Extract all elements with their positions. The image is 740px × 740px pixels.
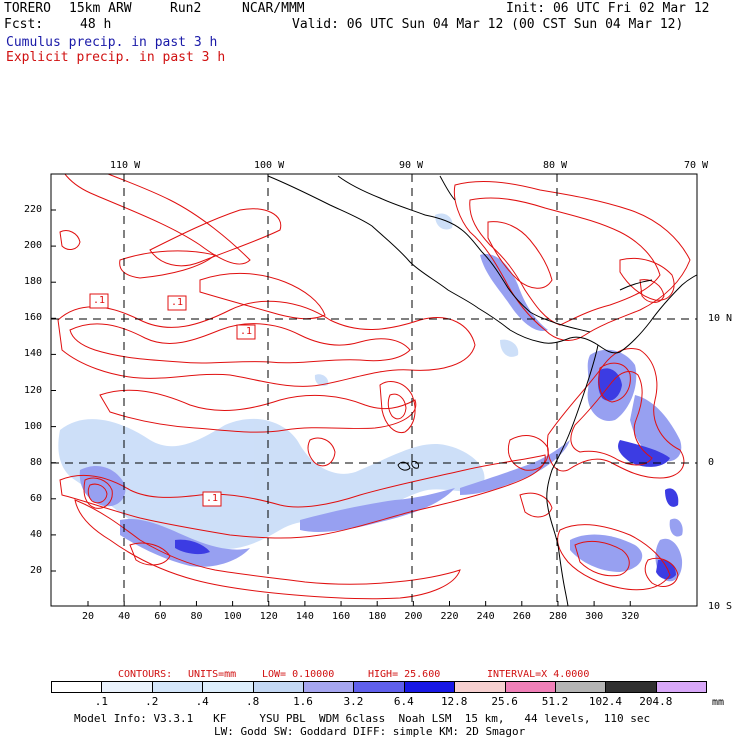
x-tick-label: 160	[332, 611, 351, 622]
colorbar-label: 3.2	[343, 695, 364, 708]
colorbar-swatch	[303, 681, 355, 693]
lon-label: 90 W	[399, 160, 424, 171]
contour-label: .1	[93, 295, 106, 306]
forecast-hour: 48 h	[80, 17, 112, 32]
colorbar-swatch	[101, 681, 153, 693]
colorbar-label: .8	[245, 695, 260, 708]
lon-label: 80 W	[543, 160, 568, 171]
x-tick-label: 100	[223, 611, 242, 622]
contour-label: .1	[206, 493, 219, 504]
lat-label: 10 N	[708, 313, 733, 324]
lon-label: 100 W	[254, 160, 285, 171]
y-tick-label: 140	[24, 348, 43, 360]
colorbar-label: 51.2	[541, 695, 569, 708]
colorbar-label: 6.4	[393, 695, 414, 708]
x-tick-label: 220	[440, 611, 459, 622]
y-tick-label: 220	[24, 204, 43, 215]
contours-low: LOW= 0.10000	[262, 669, 335, 680]
latlon-grid	[51, 174, 697, 606]
x-tick-label: 140	[295, 611, 314, 622]
cumulus-legend: Cumulus precip. in past 3 h	[6, 35, 218, 50]
y-tick-label: 100	[24, 420, 43, 432]
x-tick-label: 180	[368, 611, 387, 622]
colorbar-label: 204.8	[639, 695, 673, 708]
x-tick-label: 80	[190, 611, 203, 622]
y-tick-label: 80	[30, 456, 43, 468]
colorbar-swatch	[504, 681, 556, 693]
lon-label: 110 W	[110, 160, 141, 171]
colorbar-swatch	[403, 681, 456, 693]
contours-interval: INTERVAL=X 4.0000	[487, 669, 590, 680]
model-name: TORERO	[4, 1, 51, 16]
x-tick-label: 240	[476, 611, 495, 622]
colorbar-swatch	[202, 681, 254, 693]
x-tick-label: 280	[548, 611, 567, 622]
colorbar-label: 25.6	[491, 695, 518, 708]
colorbar-swatch	[151, 681, 204, 693]
y-tick-label: 60	[30, 492, 43, 504]
org-label: NCAR/MMM	[242, 1, 305, 16]
colorbar-unit: mm	[712, 697, 725, 708]
contour-label-boxes	[89, 293, 256, 507]
resolution-label: 15km ARW	[69, 1, 132, 16]
colorbar-swatch	[655, 681, 708, 693]
run-label: Run2	[170, 1, 202, 16]
colorbar-label: .1	[94, 695, 109, 708]
cumulus-precip-shading	[58, 213, 683, 582]
valid-time: Valid: 06 UTC Sun 04 Mar 12 (00 CST Sun …	[292, 17, 684, 32]
lat-label: 0	[708, 457, 715, 468]
y-tick-label: 40	[30, 528, 43, 540]
y-tick-label: 180	[24, 276, 43, 288]
lon-label: 70 W	[684, 160, 709, 171]
axis-ticks	[51, 209, 631, 606]
colorbar-swatch	[454, 681, 506, 693]
colorbar-swatch	[252, 681, 304, 693]
x-tick-label: 20	[82, 611, 95, 622]
init-time: Init: 06 UTC Fri 02 Mar 12	[506, 1, 710, 16]
y-tick-label: 20	[30, 565, 43, 576]
x-tick-label: 300	[585, 611, 604, 622]
contours-label: CONTOURS:	[118, 669, 173, 680]
colorbar-swatch	[605, 681, 657, 693]
colorbar-swatch	[353, 681, 405, 693]
contour-label: .1	[240, 326, 253, 337]
contour-label: .1	[171, 297, 184, 308]
x-tick-label: 200	[404, 611, 423, 622]
colorbar-swatch	[51, 681, 103, 693]
forecast-label: Fcst:	[4, 17, 44, 32]
colorbar-label: 102.4	[588, 695, 622, 708]
x-tick-label: 40	[118, 611, 131, 622]
x-tick-label: 60	[154, 611, 167, 622]
x-tick-label: 320	[621, 611, 640, 622]
explicit-legend: Explicit precip. in past 3 h	[6, 50, 226, 65]
model-info: Model Info: V3.3.1 KF YSU PBL WDM 6class…	[74, 712, 651, 725]
lat-label: 10 S	[708, 601, 733, 612]
colorbar-label: .2	[145, 695, 159, 708]
physics-info: LW: Godd SW: Goddard DIFF: simple KM: 2D…	[214, 725, 526, 738]
y-tick-label: 200	[24, 240, 43, 252]
colorbar-swatch	[555, 681, 607, 693]
coastlines	[267, 175, 697, 606]
colorbar-label: 12.8	[440, 695, 468, 708]
contours-units: UNITS=mm	[188, 669, 237, 680]
colorbar-label: 1.6	[293, 695, 313, 708]
contours-high: HIGH= 25.600	[368, 669, 441, 680]
y-tick-label: 120	[24, 384, 43, 396]
y-tick-label: 160	[24, 312, 43, 324]
x-tick-label: 260	[512, 611, 531, 622]
x-tick-label: 120	[259, 611, 278, 622]
colorbar-label: .4	[195, 695, 209, 708]
